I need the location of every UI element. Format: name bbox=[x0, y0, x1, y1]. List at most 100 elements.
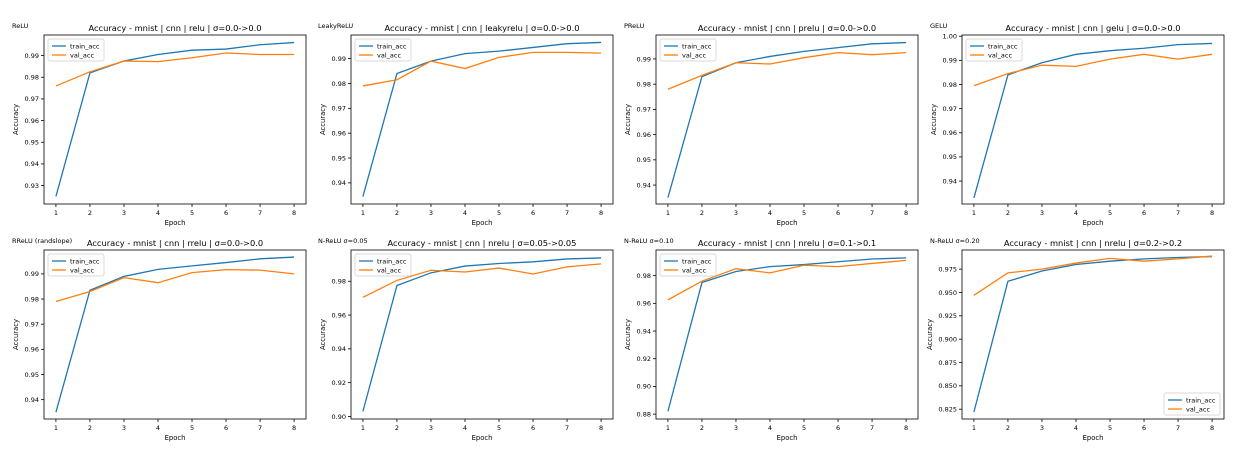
val-acc-line bbox=[362, 263, 602, 298]
x-tick-label: 7 bbox=[870, 209, 874, 217]
x-tick-label: 5 bbox=[190, 424, 194, 432]
train-acc-line bbox=[973, 42, 1213, 199]
x-tick-label: 1 bbox=[972, 209, 976, 217]
train-acc-line bbox=[667, 41, 907, 198]
x-axis-label: Epoch bbox=[472, 434, 493, 442]
x-tick-label: 6 bbox=[224, 209, 228, 217]
panel-label: LeakyReLU bbox=[318, 22, 353, 30]
x-tick-label: 3 bbox=[1040, 209, 1044, 217]
x-tick-label: 8 bbox=[292, 209, 296, 217]
x-tick-label: 5 bbox=[1108, 424, 1112, 432]
x-tick-label: 8 bbox=[292, 424, 296, 432]
y-tick-label: 0.96 bbox=[637, 131, 651, 139]
axes-frame bbox=[350, 34, 614, 205]
x-tick-label: 7 bbox=[565, 424, 569, 432]
y-tick-label: 0.99 bbox=[25, 52, 39, 60]
y-tick-label: 0.98 bbox=[332, 80, 346, 88]
panel-label: N-ReLU σ=0.05 bbox=[318, 237, 368, 245]
x-tick-label: 8 bbox=[599, 424, 603, 432]
y-tick-label: 0.96 bbox=[25, 346, 39, 354]
panel-label: N-ReLU σ=0.20 bbox=[930, 237, 980, 245]
val-acc-line bbox=[55, 52, 295, 87]
y-tick-label: 0.99 bbox=[943, 57, 957, 65]
chart-panel-2: LeakyReLU Accuracy - mnist | cnn | leakyr… bbox=[318, 22, 614, 227]
x-tick-label: 1 bbox=[54, 424, 58, 432]
x-tick-label: 6 bbox=[531, 209, 535, 217]
y-tick-label: 0.98 bbox=[25, 295, 39, 303]
chart-title: Accuracy - mnist | cnn | nrelu | σ=0.05-… bbox=[388, 238, 577, 248]
train-acc-line bbox=[973, 255, 1213, 413]
y-tick-label: 0.97 bbox=[25, 95, 39, 103]
x-tick-label: 6 bbox=[224, 424, 228, 432]
legend-val-label: val_acc bbox=[70, 266, 94, 274]
y-tick-label: 0.98 bbox=[943, 81, 957, 89]
x-tick-label: 6 bbox=[836, 209, 840, 217]
y-tick-label: 0.98 bbox=[637, 80, 651, 88]
chart-panel-1: ReLU Accuracy - mnist | cnn | relu | σ=0.… bbox=[12, 22, 307, 227]
chart-panel-8: N-ReLU σ=0.20 Accuracy - mnist | cnn | nr… bbox=[926, 237, 1225, 442]
y-tick-label: 0.925 bbox=[938, 312, 957, 320]
legend-train-label: train_acc bbox=[377, 42, 407, 50]
y-axis-label: Accuracy bbox=[624, 104, 632, 135]
legend-val-label: val_acc bbox=[377, 266, 401, 274]
legend-train-label: train_acc bbox=[70, 42, 100, 50]
x-tick-label: 3 bbox=[1040, 424, 1044, 432]
x-axis-label: Epoch bbox=[777, 434, 798, 442]
legend-val-label: val_acc bbox=[682, 266, 706, 274]
x-tick-label: 2 bbox=[88, 209, 92, 217]
x-tick-label: 8 bbox=[904, 209, 908, 217]
chart-panel-4: GELU Accuracy - mnist | cnn | gelu | σ=0.… bbox=[930, 22, 1225, 227]
x-tick-label: 1 bbox=[972, 424, 976, 432]
axes-frame bbox=[655, 34, 919, 205]
x-tick-label: 2 bbox=[700, 209, 704, 217]
y-axis-label: Accuracy bbox=[319, 104, 327, 135]
y-tick-label: 0.93 bbox=[25, 182, 39, 190]
y-tick-label: 0.95 bbox=[25, 371, 39, 379]
x-tick-label: 4 bbox=[1074, 209, 1078, 217]
chart-panel-5: RReLU (randslope) Accuracy - mnist | cnn … bbox=[12, 237, 307, 442]
y-tick-label: 0.96 bbox=[332, 129, 346, 137]
x-tick-label: 7 bbox=[870, 424, 874, 432]
y-tick-label: 0.96 bbox=[25, 117, 39, 125]
panel-label: PReLU bbox=[624, 22, 644, 30]
train-acc-line bbox=[667, 257, 907, 412]
y-tick-label: 0.97 bbox=[943, 105, 957, 113]
y-tick-label: 0.94 bbox=[637, 327, 651, 335]
x-tick-label: 6 bbox=[1142, 424, 1146, 432]
y-tick-label: 0.975 bbox=[938, 265, 957, 273]
x-tick-label: 4 bbox=[463, 424, 467, 432]
y-axis-label: Accuracy bbox=[12, 319, 20, 350]
x-tick-label: 4 bbox=[156, 424, 160, 432]
train-acc-line bbox=[55, 41, 295, 197]
x-axis-label: Epoch bbox=[777, 219, 798, 227]
y-tick-label: 0.97 bbox=[25, 320, 39, 328]
axes-frame bbox=[961, 34, 1225, 205]
y-tick-label: 0.94 bbox=[332, 345, 346, 353]
y-tick-label: 0.98 bbox=[332, 278, 346, 286]
x-tick-label: 6 bbox=[1142, 209, 1146, 217]
x-axis-label: Epoch bbox=[165, 219, 186, 227]
y-tick-label: 0.96 bbox=[332, 311, 346, 319]
x-tick-label: 2 bbox=[88, 424, 92, 432]
chart-title: Accuracy - mnist | cnn | nrelu | σ=0.2->… bbox=[1004, 238, 1182, 248]
x-tick-label: 5 bbox=[190, 209, 194, 217]
x-tick-label: 6 bbox=[836, 424, 840, 432]
x-tick-label: 5 bbox=[497, 424, 501, 432]
axes-frame bbox=[655, 249, 919, 420]
x-axis-label: Epoch bbox=[472, 219, 493, 227]
y-axis-label: Accuracy bbox=[12, 104, 20, 135]
x-tick-label: 6 bbox=[531, 424, 535, 432]
y-tick-label: 0.95 bbox=[637, 156, 651, 164]
val-acc-line bbox=[667, 259, 907, 301]
legend-val-label: val_acc bbox=[682, 51, 706, 59]
x-tick-label: 3 bbox=[429, 424, 433, 432]
chart-title: Accuracy - mnist | cnn | rrelu | σ=0.0->… bbox=[87, 238, 263, 248]
x-tick-label: 5 bbox=[802, 424, 806, 432]
chart-title: Accuracy - mnist | cnn | gelu | σ=0.0->0… bbox=[1005, 23, 1180, 33]
panel-label: ReLU bbox=[12, 22, 29, 30]
x-tick-label: 2 bbox=[395, 209, 399, 217]
x-tick-label: 2 bbox=[1006, 424, 1010, 432]
